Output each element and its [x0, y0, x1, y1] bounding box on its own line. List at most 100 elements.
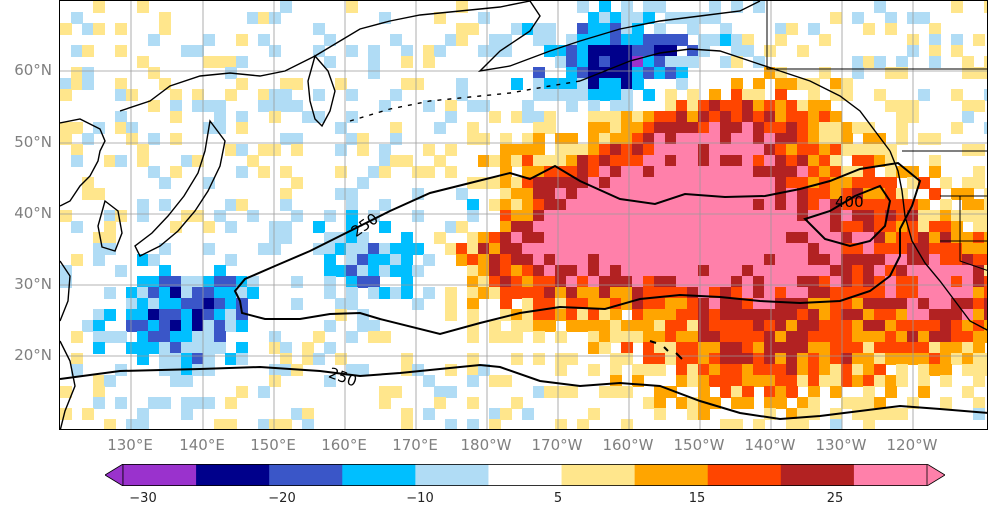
- anomaly-cell: [291, 408, 303, 420]
- anomaly-cell: [731, 133, 743, 145]
- anomaly-cell: [269, 89, 281, 101]
- anomaly-cell: [500, 221, 512, 233]
- anomaly-cell: [313, 331, 325, 343]
- anomaly-cell: [984, 199, 987, 211]
- anomaly-cell: [841, 276, 853, 288]
- anomaly-cell: [731, 375, 743, 387]
- anomaly-cell: [698, 210, 710, 222]
- anomaly-cell: [588, 243, 600, 255]
- anomaly-cell: [60, 133, 72, 145]
- anomaly-cell: [962, 309, 974, 321]
- anomaly-cell: [335, 265, 347, 277]
- anomaly-cell: [643, 122, 655, 134]
- contour-250-south: [60, 363, 987, 421]
- anomaly-cell: [93, 386, 105, 398]
- anomaly-cell: [269, 232, 281, 244]
- anomaly-cell: [885, 342, 897, 354]
- anomaly-cell: [489, 177, 501, 189]
- anomaly-cell: [687, 232, 699, 244]
- anomaly-cell: [500, 408, 512, 420]
- anomaly-cell: [676, 331, 688, 343]
- anomaly-cell: [841, 364, 853, 376]
- anomaly-cell: [82, 78, 94, 90]
- anomaly-cell: [764, 364, 776, 376]
- anomaly-cell: [962, 353, 974, 365]
- anomaly-cell: [511, 111, 523, 123]
- anomaly-cell: [764, 298, 776, 310]
- anomaly-cell: [544, 309, 556, 321]
- anomaly-cell: [368, 265, 380, 277]
- anomaly-cell: [874, 199, 886, 211]
- anomaly-cell: [797, 397, 809, 409]
- anomaly-cell: [632, 309, 644, 321]
- anomaly-cell: [412, 265, 424, 277]
- anomaly-cell: [819, 111, 831, 123]
- anomaly-cell: [456, 78, 468, 90]
- anomaly-cell: [819, 243, 831, 255]
- lat-label-50n: 50°N: [14, 133, 52, 151]
- anomaly-cell: [874, 331, 886, 343]
- anomaly-cell: [698, 243, 710, 255]
- anomaly-cell: [709, 1, 721, 13]
- anomaly-cell: [632, 232, 644, 244]
- anomaly-cell: [687, 111, 699, 123]
- anomaly-cell: [665, 331, 677, 343]
- anomaly-cell: [984, 232, 987, 244]
- anomaly-cell: [819, 166, 831, 178]
- anomaly-cell: [599, 386, 611, 398]
- anomaly-cell: [555, 287, 567, 299]
- anomaly-cell: [951, 232, 963, 244]
- anomaly-cell: [115, 23, 127, 35]
- anomaly-cell: [610, 232, 622, 244]
- anomaly-cell: [929, 243, 941, 255]
- anomaly-cell: [731, 254, 743, 266]
- anomaly-cell: [775, 166, 787, 178]
- anomaly-cell: [984, 122, 987, 134]
- anomaly-cell: [786, 210, 798, 222]
- anomaly-cell: [544, 89, 556, 101]
- anomaly-cell: [192, 210, 204, 222]
- anomaly-cell: [214, 100, 226, 112]
- anomaly-cell: [863, 364, 875, 376]
- anomaly-cell: [137, 419, 149, 429]
- anomaly-cell: [610, 100, 622, 112]
- anomaly-cell: [808, 364, 820, 376]
- anomaly-cell: [841, 188, 853, 200]
- anomaly-cell: [192, 45, 204, 57]
- anomaly-cell: [93, 254, 105, 266]
- anomaly-cell: [500, 254, 512, 266]
- anomaly-cell: [137, 287, 149, 299]
- anomaly-cell: [786, 419, 798, 429]
- anomaly-cell: [709, 34, 721, 46]
- anomaly-cell: [808, 122, 820, 134]
- anomaly-cell: [423, 56, 435, 68]
- anomaly-cell: [687, 364, 699, 376]
- anomaly-cell: [632, 144, 644, 156]
- anomaly-cell: [775, 298, 787, 310]
- anomaly-cell: [841, 320, 853, 332]
- anomaly-cell: [819, 199, 831, 211]
- anomaly-cell: [214, 276, 226, 288]
- anomaly-cell: [753, 89, 765, 101]
- anomaly-cell: [93, 342, 105, 354]
- anomaly-cell: [577, 210, 589, 222]
- anomaly-cell: [313, 23, 325, 35]
- anomaly-cell: [665, 342, 677, 354]
- anomaly-cell: [863, 331, 875, 343]
- anomaly-cell: [126, 309, 138, 321]
- anomaly-cell: [71, 364, 83, 376]
- anomaly-cell: [148, 133, 160, 145]
- anomaly-cell: [610, 243, 622, 255]
- anomaly-cell: [489, 155, 501, 167]
- lat-label-30n: 30°N: [14, 275, 52, 293]
- anomaly-cell: [665, 265, 677, 277]
- anomaly-cell: [456, 89, 468, 101]
- anomaly-cell: [577, 309, 589, 321]
- anomaly-cell: [533, 298, 545, 310]
- anomaly-cell: [610, 23, 622, 35]
- anomaly-cell: [533, 23, 545, 35]
- anomaly-cell: [324, 34, 336, 46]
- anomaly-cell: [808, 188, 820, 200]
- anomaly-cell: [665, 353, 677, 365]
- anomaly-cell: [984, 210, 987, 222]
